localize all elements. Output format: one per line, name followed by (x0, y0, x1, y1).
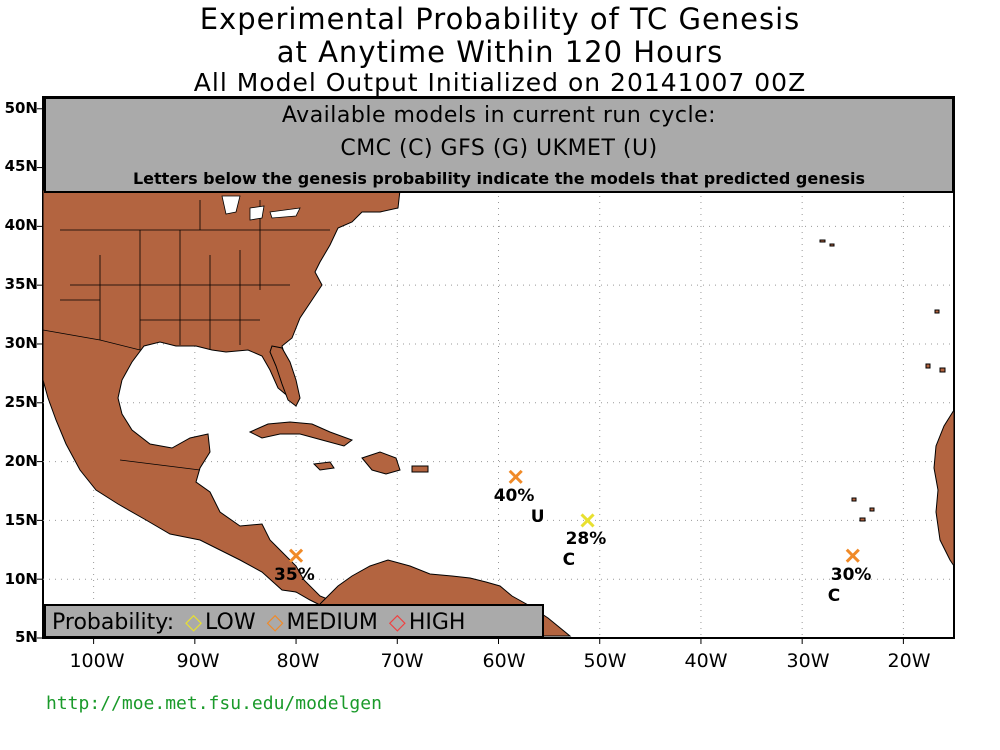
cuba (248, 421, 354, 447)
graticule (37, 108, 954, 644)
title-line-1: Experimental Probability of TC Genesis (199, 2, 801, 36)
storm-markers (288, 469, 860, 563)
title-line-2: at Anytime Within 120 Hours (276, 35, 724, 69)
legend-high: HIGH (408, 610, 466, 635)
lon-label: 40W (684, 650, 728, 672)
lon-label: 90W (176, 650, 220, 672)
africa (933, 408, 955, 568)
low-diamond-icon: ◇ (185, 610, 203, 635)
models-note: Letters below the genesis probability in… (132, 169, 865, 188)
genesis-models: C (562, 550, 576, 571)
lat-label: 20N (4, 452, 38, 470)
genesis-models: U (530, 506, 545, 527)
lat-label: 15N (4, 511, 38, 529)
lon-label: 60W (482, 650, 526, 672)
lat-label: 45N (4, 157, 38, 175)
legend-low: LOW (205, 610, 256, 635)
genesis-x-icon (508, 469, 523, 484)
lon-label: 20W (887, 650, 931, 672)
great-lakes (221, 195, 301, 221)
high-diamond-icon: ◇ (388, 610, 406, 635)
genesis-x-icon (288, 548, 304, 563)
lat-label: 35N (4, 275, 38, 293)
lat-label: 50N (4, 99, 38, 117)
legend-medium: MEDIUM (286, 610, 378, 635)
lat-label: 10N (4, 570, 38, 588)
lat-label: 25N (4, 393, 38, 411)
genesis-models: C (827, 585, 841, 606)
genesis-x-icon (580, 513, 595, 528)
genesis-probability: 40% (493, 485, 535, 506)
source-url[interactable]: http://moe.met.fsu.edu/modelgen (46, 693, 382, 714)
lon-label: 100W (69, 650, 125, 672)
north-america (42, 189, 401, 611)
lon-label: 80W (276, 650, 320, 672)
jamaica (312, 461, 335, 471)
genesis-x-icon (845, 548, 860, 563)
genesis-probability: 30% (830, 564, 872, 585)
lat-label: 40N (4, 216, 38, 234)
models-heading: Available models in current run cycle: (281, 103, 717, 128)
hispaniola (361, 451, 401, 475)
lat-label: 30N (4, 334, 38, 352)
medium-diamond-icon: ◇ (266, 610, 284, 635)
borders (42, 200, 330, 471)
lon-label: 50W (583, 650, 627, 672)
legend-label: Probability: (52, 610, 175, 635)
lon-label: 30W (786, 650, 830, 672)
lat-label: 5N (15, 628, 38, 646)
models-panel: Available models in current run cycle: C… (44, 97, 954, 193)
models-list: CMC (C) GFS (G) UKMET (U) (340, 136, 658, 161)
cape-verde-islands (851, 497, 857, 502)
puerto-rico (411, 465, 429, 473)
title-line-3: All Model Output Initialized on 20141007… (193, 68, 807, 97)
probability-legend: Probability: ◇ LOW ◇ MEDIUM ◇ HIGH (44, 604, 544, 638)
genesis-probability: 35% (274, 564, 315, 585)
lon-label: 70W (380, 650, 424, 672)
florida (269, 345, 301, 407)
genesis-probability: 28% (565, 529, 607, 550)
